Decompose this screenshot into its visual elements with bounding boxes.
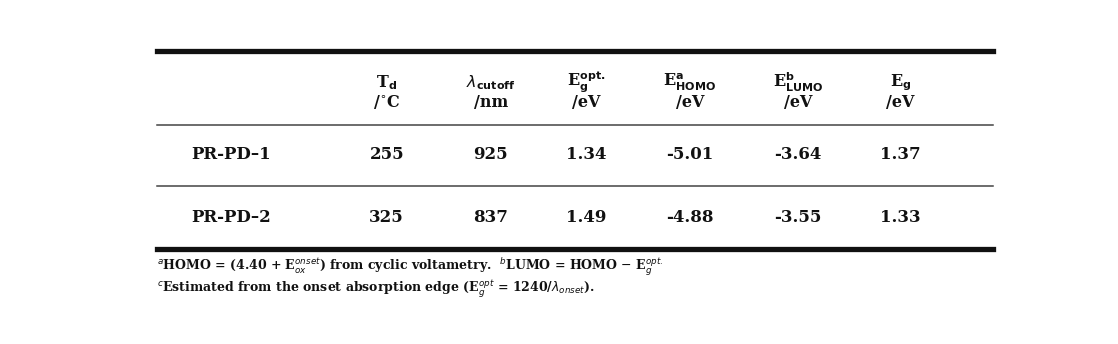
Text: /eV: /eV <box>571 94 600 111</box>
Text: /nm: /nm <box>474 94 508 111</box>
Text: E$_\mathbf{g}$: E$_\mathbf{g}$ <box>890 72 911 93</box>
Text: E$_\mathbf{g}^\mathbf{opt.}$: E$_\mathbf{g}^\mathbf{opt.}$ <box>567 70 605 95</box>
Text: 325: 325 <box>369 209 404 226</box>
Text: $\lambda_\mathbf{cutoff}$: $\lambda_\mathbf{cutoff}$ <box>466 73 515 92</box>
Text: PR-PD–1: PR-PD–1 <box>191 146 271 163</box>
Text: PR-PD–2: PR-PD–2 <box>191 209 271 226</box>
Text: $^a$HOMO = (4.40 + E$_{ox}^{onset}$) from cyclic voltametry.  $^b$LUMO = HOMO $-: $^a$HOMO = (4.40 + E$_{ox}^{onset}$) fro… <box>157 256 663 278</box>
Text: -4.88: -4.88 <box>666 209 713 226</box>
Text: E$_\mathbf{LUMO}^\mathbf{b}$: E$_\mathbf{LUMO}^\mathbf{b}$ <box>773 71 824 94</box>
Text: $^c$Estimated from the onset absorption edge (E$_g^{opt}$ = 1240/$\lambda_{onset: $^c$Estimated from the onset absorption … <box>157 278 595 300</box>
Text: T$_\mathbf{d}$: T$_\mathbf{d}$ <box>376 73 397 92</box>
Text: 1.33: 1.33 <box>880 209 921 226</box>
Text: 925: 925 <box>473 146 508 163</box>
Text: E$_\mathbf{HOMO}^\mathbf{a}$: E$_\mathbf{HOMO}^\mathbf{a}$ <box>663 72 717 93</box>
Text: /eV: /eV <box>887 94 915 111</box>
Text: -3.64: -3.64 <box>775 146 822 163</box>
Text: 1.49: 1.49 <box>566 209 606 226</box>
Text: /eV: /eV <box>784 94 813 111</box>
Text: 1.37: 1.37 <box>880 146 921 163</box>
Text: -5.01: -5.01 <box>666 146 713 163</box>
Text: /eV: /eV <box>675 94 704 111</box>
Text: 837: 837 <box>473 209 508 226</box>
Text: 255: 255 <box>369 146 404 163</box>
Text: -3.55: -3.55 <box>775 209 822 226</box>
Text: /$^{\circ}$C: /$^{\circ}$C <box>373 93 400 111</box>
Text: 1.34: 1.34 <box>566 146 606 163</box>
